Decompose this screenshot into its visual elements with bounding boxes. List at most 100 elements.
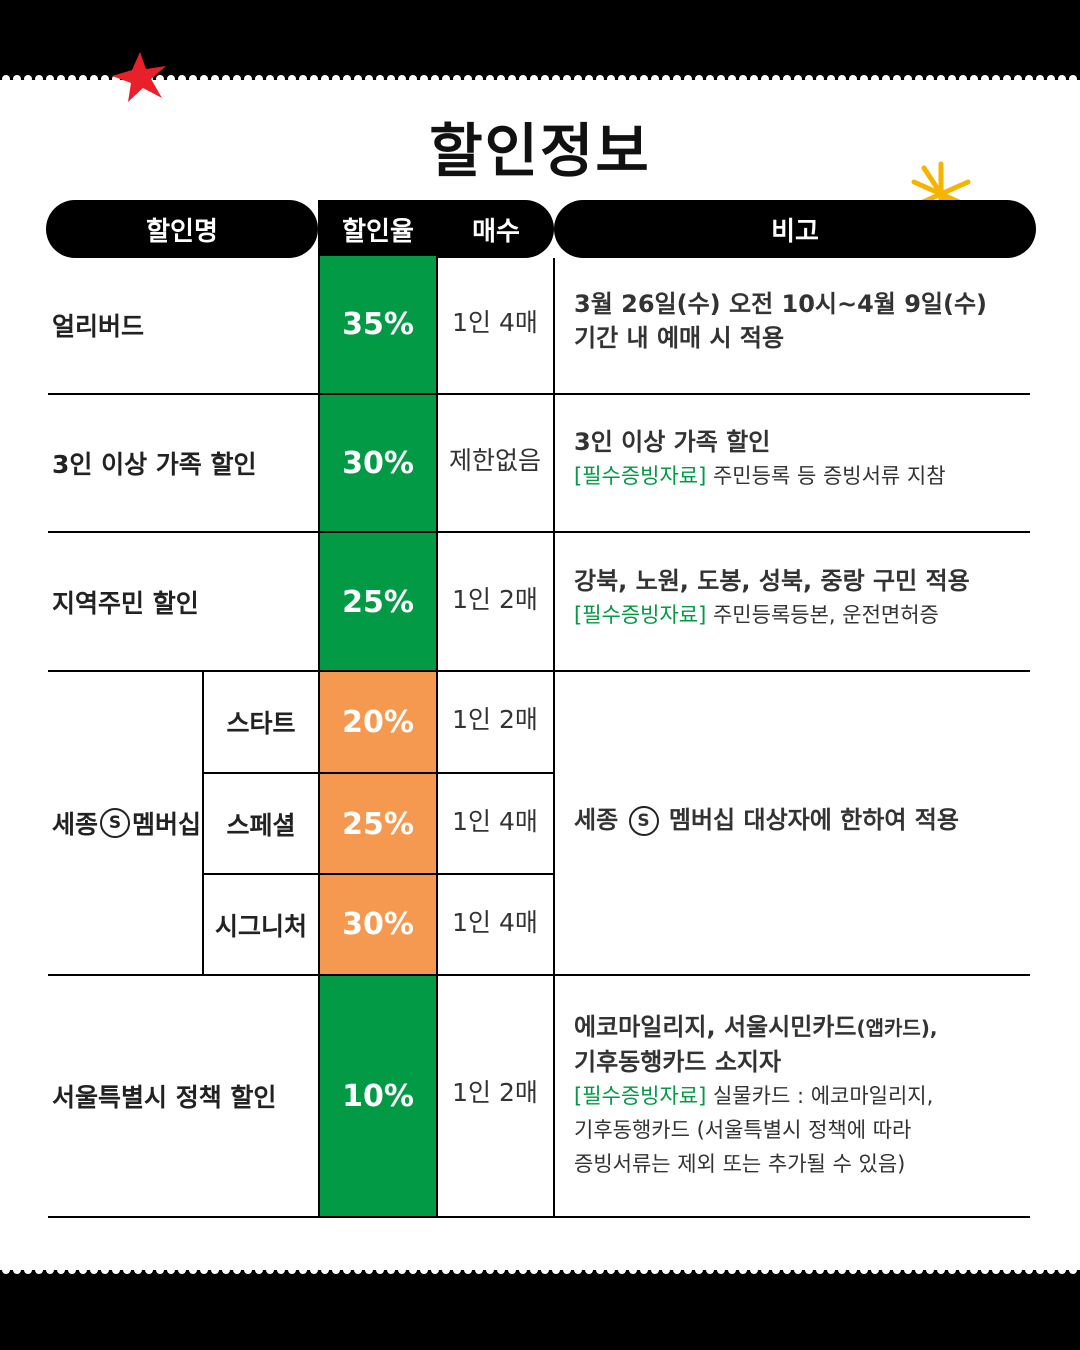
row-count: 1인 2매: [452, 1078, 538, 1107]
perforation-dot: [849, 1266, 857, 1274]
tier-count: 1인 4매: [452, 908, 538, 937]
perforation-dot: [332, 75, 340, 83]
perforation-dot: [926, 75, 934, 83]
s-circle-icon: S: [100, 808, 131, 838]
perforation-dot: [607, 1266, 615, 1274]
perforation-dot: [497, 1266, 505, 1274]
tier-divider: [203, 873, 554, 875]
perforation-dot: [596, 75, 604, 83]
note-line: 세종 S 멤버십 대상자에 한하여 적용: [574, 803, 959, 837]
perforation-dot: [266, 1266, 274, 1274]
perforation-dot: [519, 1266, 527, 1274]
perforation-dot: [442, 75, 450, 83]
perforation-dot: [387, 75, 395, 83]
perforation-dot: [937, 1266, 945, 1274]
perforation-dot: [574, 1266, 582, 1274]
required-docs-label: [필수증빙자료]: [574, 603, 707, 627]
perforation-dot: [1036, 1266, 1044, 1274]
star-icon: [112, 52, 166, 102]
perforation-dot: [288, 1266, 296, 1274]
perforation-dot: [904, 75, 912, 83]
perforation-dot: [354, 75, 362, 83]
row-name-membership: 세종 S 멤버십: [48, 672, 202, 974]
perforation-dot: [761, 1266, 769, 1274]
note-line: [필수증빙자료] 주민등록 등 증빙서류 지참: [574, 459, 946, 493]
tier-rate: 25%: [320, 774, 436, 874]
perforation-dot: [904, 1266, 912, 1274]
perforation-dot: [1003, 75, 1011, 83]
perforation-dot: [442, 1266, 450, 1274]
perforation-dot: [277, 1266, 285, 1274]
perforation-dot: [310, 75, 318, 83]
perforation-dot: [178, 75, 186, 83]
perforation-dot: [299, 1266, 307, 1274]
perforation-dot: [486, 1266, 494, 1274]
perforation-dot: [805, 75, 813, 83]
perforation-dot: [497, 75, 505, 83]
row-name: 서울특별시 정책 할인: [52, 1083, 277, 1112]
note-text: 실물카드 : 에코마일리지,: [706, 1083, 934, 1108]
perforation-dot: [728, 75, 736, 83]
perforation-dot: [299, 75, 307, 83]
tier-name: 스타트: [226, 709, 296, 738]
perforation-dot: [629, 75, 637, 83]
note-text: 주민등록등본, 운전면허증: [706, 603, 939, 627]
perforation-dot: [398, 1266, 406, 1274]
row-divider: [48, 393, 1030, 395]
perforation-dot: [882, 1266, 890, 1274]
note-line: 증빙서류는 제외 또는 추가될 수 있음): [574, 1151, 906, 1176]
perforation-dot: [332, 1266, 340, 1274]
perforation-dot: [211, 1266, 219, 1274]
perforation-dot: [167, 1266, 175, 1274]
note-line: 강북, 노원, 도봉, 성북, 중랑 구민 적용: [574, 567, 970, 595]
header-rate: 할인율: [318, 200, 438, 258]
perforation-dot: [68, 75, 76, 83]
perforation-dot: [893, 75, 901, 83]
perforation-dot: [266, 75, 274, 83]
perforation-dot: [475, 75, 483, 83]
perforation-dot: [871, 1266, 879, 1274]
perforation-dot: [915, 75, 923, 83]
perforation-dot: [156, 75, 164, 83]
header-name: 할인명: [46, 200, 318, 258]
perforation-dot: [123, 1266, 131, 1274]
perforation-dot: [2, 75, 10, 83]
perforation-dot: [189, 1266, 197, 1274]
perforation-dot: [211, 75, 219, 83]
row-divider: [48, 531, 1030, 533]
perforation-dot: [200, 75, 208, 83]
perforation-dot: [475, 1266, 483, 1274]
perforation-dot: [13, 1266, 21, 1274]
perforation-dot: [343, 1266, 351, 1274]
perforation-dot: [552, 75, 560, 83]
perforation-dot: [453, 1266, 461, 1274]
perforation-dot: [1036, 75, 1044, 83]
perforation-dot: [431, 1266, 439, 1274]
note-text: 에코마일리지, 서울시민카드: [574, 1012, 857, 1041]
perforation-dot: [90, 75, 98, 83]
ticket-background: [0, 80, 1080, 1270]
perforation-dot: [838, 1266, 846, 1274]
perforation-dot: [244, 1266, 252, 1274]
note-line: [필수증빙자료] 주민등록등본, 운전면허증: [574, 598, 939, 632]
perforation-dot: [860, 1266, 868, 1274]
perforation-dot: [255, 1266, 263, 1274]
perforation-dot: [706, 1266, 714, 1274]
row-rate: 30%: [320, 394, 436, 532]
perforation-dot: [992, 75, 1000, 83]
perforation-dot: [750, 1266, 758, 1274]
perforation-dot: [1047, 75, 1055, 83]
perforation-dot: [959, 1266, 967, 1274]
perforation-dot: [244, 75, 252, 83]
note-text-small: (앱카드),: [856, 1015, 938, 1040]
note-line: 기간 내 예매 시 적용: [574, 324, 785, 352]
perforation-dot: [145, 1266, 153, 1274]
perforation-dot: [794, 75, 802, 83]
perforation-dot: [420, 75, 428, 83]
column-divider: [436, 258, 438, 1216]
perforation-dot: [937, 75, 945, 83]
perforation-dot: [453, 75, 461, 83]
perforation-dot: [563, 1266, 571, 1274]
row-rate: 35%: [320, 256, 436, 393]
